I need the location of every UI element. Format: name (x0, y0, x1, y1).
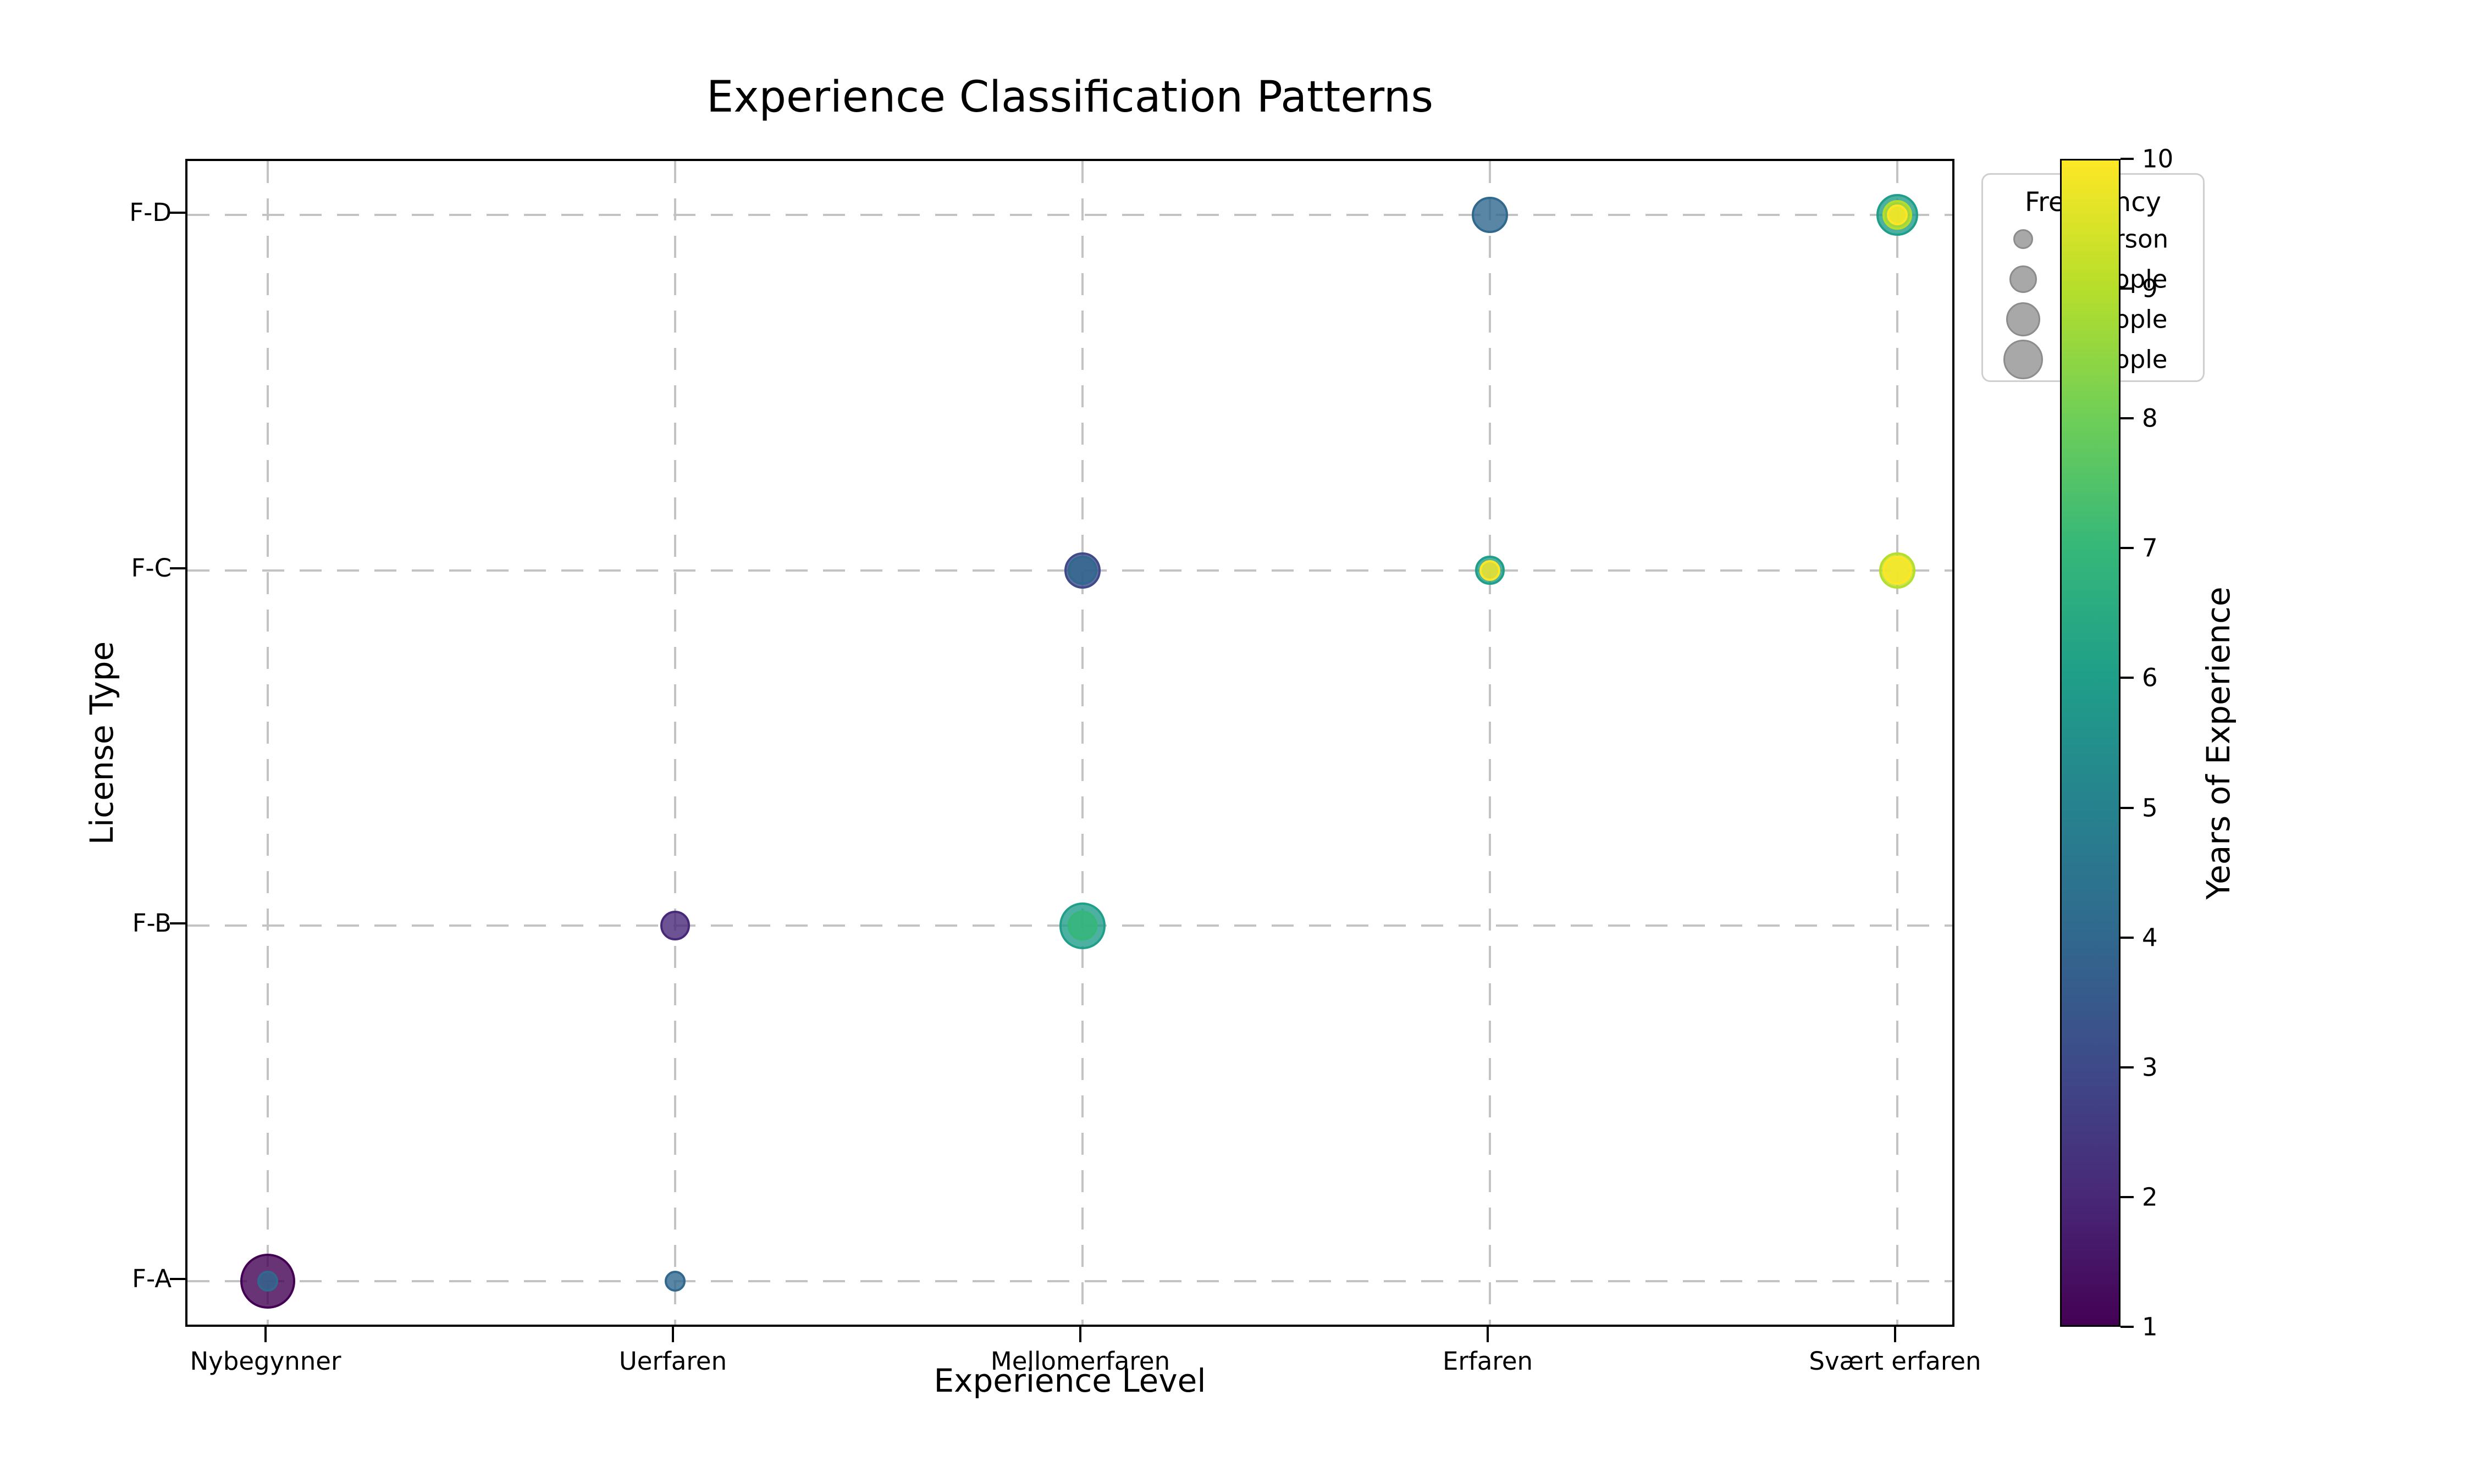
legend-marker (2009, 265, 2037, 294)
colorbar-tick (2120, 547, 2134, 550)
colorbar-tick-label: 1 (2142, 1312, 2158, 1342)
x-tick-label: Nybegynner (190, 1347, 341, 1376)
y-tick-label: F-B (132, 909, 172, 938)
y-tick (170, 922, 185, 925)
x-tick-label: Erfaren (1442, 1347, 1533, 1376)
x-axis-label: Experience Level (934, 1362, 1206, 1399)
y-tick-label: F-A (132, 1264, 172, 1293)
colorbar-tick (2120, 1326, 2134, 1328)
data-bubble (660, 911, 690, 941)
gridline-vertical (267, 161, 269, 1325)
data-bubble (257, 1271, 278, 1292)
gridline-vertical (674, 161, 676, 1325)
colorbar-tick (2120, 417, 2134, 420)
x-tick-label: Mellomerfaren (990, 1347, 1170, 1376)
y-axis-label: License Type (83, 641, 120, 845)
gridline-vertical (1081, 161, 1084, 1325)
data-bubble (665, 1271, 686, 1292)
data-bubble (1472, 196, 1508, 233)
x-tick-label: Uerfaren (618, 1347, 727, 1376)
y-tick-label: F-D (129, 197, 172, 227)
data-bubble (1068, 911, 1097, 941)
gridline-vertical (1896, 161, 1898, 1325)
colorbar-tick (2120, 677, 2134, 679)
data-bubble (1479, 560, 1500, 581)
colorbar-tick-label: 5 (2142, 793, 2158, 823)
data-bubble (1068, 555, 1097, 585)
x-tick (672, 1327, 674, 1342)
colorbar-tick-label: 6 (2142, 663, 2158, 693)
legend-marker (2013, 229, 2033, 249)
data-bubble (1882, 555, 1912, 585)
colorbar-gradient (2060, 159, 2120, 1327)
gridline-horizontal (187, 213, 1952, 216)
colorbar-tick-label: 8 (2142, 403, 2158, 433)
y-tick (170, 211, 185, 214)
gridline-vertical (1489, 161, 1491, 1325)
x-tick (1487, 1327, 1489, 1342)
colorbar-tick (2120, 806, 2134, 809)
x-tick (1894, 1327, 1896, 1342)
plot-area (185, 159, 1954, 1327)
colorbar-label: Years of Experience (2200, 586, 2237, 900)
y-tick (170, 567, 185, 569)
colorbar-tick (2120, 287, 2134, 290)
colorbar-tick-label: 2 (2142, 1182, 2158, 1212)
colorbar-tick-label: 3 (2142, 1053, 2158, 1082)
colorbar-tick-label: 4 (2142, 923, 2158, 953)
x-tick (1079, 1327, 1081, 1342)
chart-title: Experience Classification Patterns (706, 73, 1433, 122)
data-bubble (1887, 204, 1908, 225)
colorbar-tick-label: 9 (2142, 274, 2158, 303)
colorbar-tick (2120, 936, 2134, 939)
colorbar-tick (2120, 1195, 2134, 1198)
legend-marker (2006, 302, 2041, 337)
colorbar-tick-label: 10 (2142, 144, 2174, 174)
gridline-horizontal (187, 1280, 1952, 1282)
colorbar-tick-label: 7 (2142, 533, 2158, 563)
colorbar-tick (2120, 158, 2134, 160)
y-tick-label: F-C (131, 553, 172, 583)
x-tick-label: Svært erfaren (1809, 1347, 1981, 1376)
x-tick (264, 1327, 267, 1342)
legend-marker (2003, 340, 2043, 379)
colorbar-tick (2120, 1066, 2134, 1068)
y-tick (170, 1278, 185, 1280)
